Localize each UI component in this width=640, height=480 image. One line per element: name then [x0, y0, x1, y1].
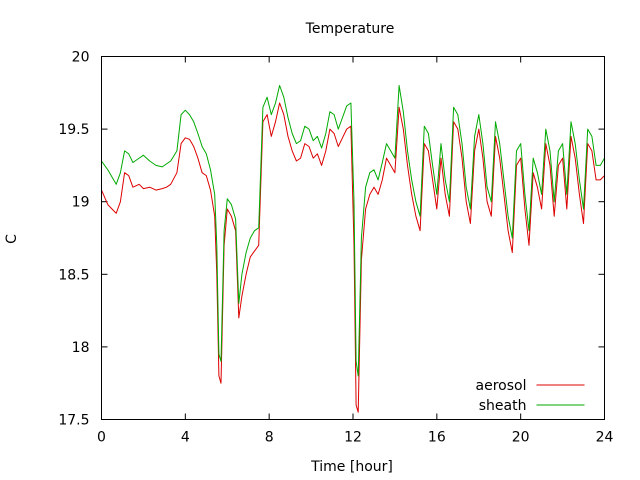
- series-lines: [101, 85, 605, 413]
- y-tick-label: 20: [72, 50, 90, 66]
- y-axis-label: C: [4, 234, 20, 244]
- axis-tick-labels: 0 4 8 12 16 20 24 17.5 18 18.5 19 19.5 20: [58, 50, 613, 446]
- chart-title: Temperature: [305, 21, 395, 37]
- legend-label-sheath: sheath: [479, 398, 527, 414]
- y-tick-label: 19.5: [58, 122, 89, 138]
- x-tick-label: 16: [428, 430, 446, 446]
- series-line-sheath: [101, 85, 605, 377]
- legend-label-aerosol: aerosol: [476, 378, 527, 394]
- y-tick-label: 19: [72, 195, 90, 211]
- y-tick-label: 18: [72, 340, 90, 356]
- x-axis-label: Time [hour]: [310, 459, 393, 475]
- x-tick-label: 8: [265, 430, 274, 446]
- series-line-aerosol: [101, 102, 605, 413]
- y-tick-label: 18.5: [58, 267, 89, 283]
- x-tick-label: 24: [596, 430, 614, 446]
- x-tick-label: 12: [344, 430, 362, 446]
- legend: aerosol sheath: [476, 378, 585, 414]
- x-tick-label: 20: [512, 430, 530, 446]
- y-tick-label: 17.5: [58, 413, 89, 429]
- x-tick-label: 4: [181, 430, 190, 446]
- x-tick-label: 0: [97, 430, 106, 446]
- plot-frame: [101, 56, 605, 420]
